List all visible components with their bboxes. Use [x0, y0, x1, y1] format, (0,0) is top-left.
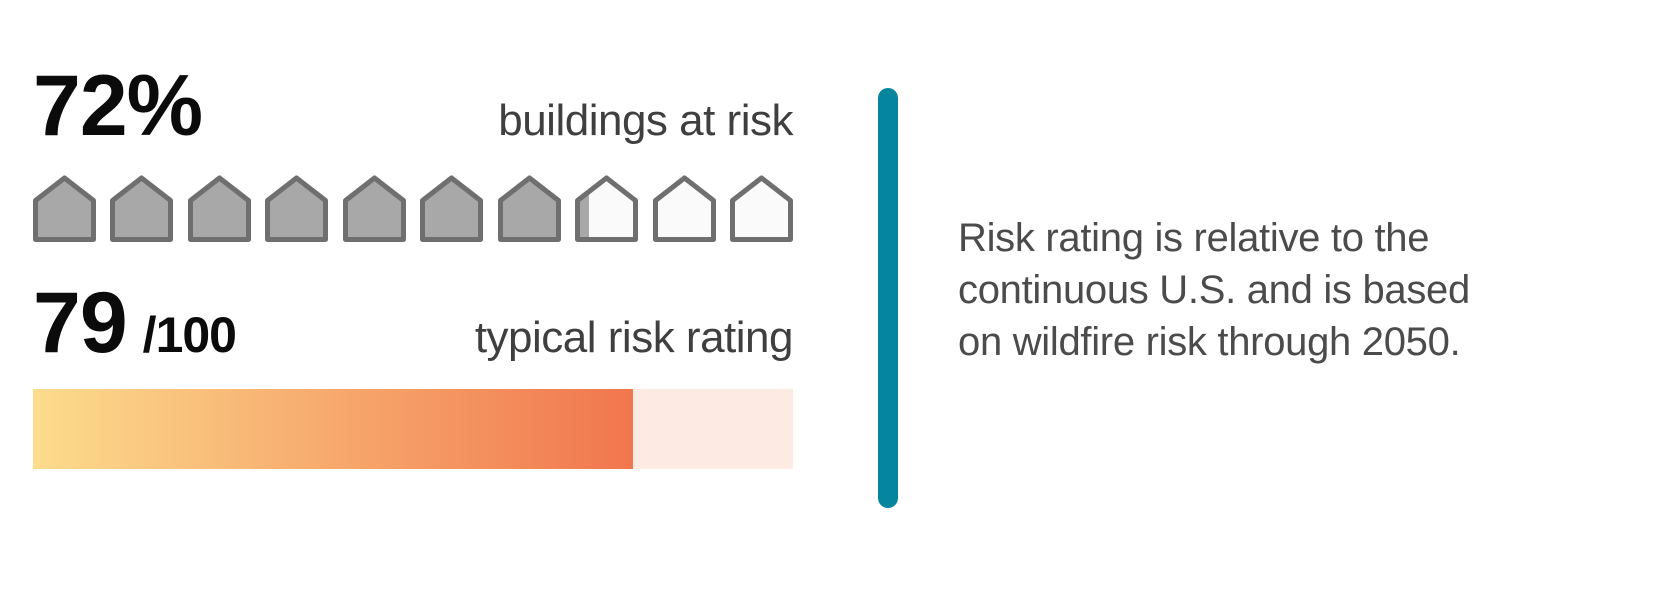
house-icon	[110, 175, 174, 242]
risk-note-line: on wildfire risk through 2050.	[958, 320, 1461, 364]
vertical-divider	[878, 88, 898, 508]
house-icon	[265, 175, 329, 242]
house-icon	[342, 175, 406, 242]
wildfire-risk-panel: 72% buildings at risk 79 /100 typical ri…	[33, 0, 794, 600]
risk-note: Risk rating is relative to the continuou…	[958, 212, 1470, 368]
buildings-percent-value: 72%	[33, 58, 203, 154]
risk-rating-bar-fill	[33, 389, 634, 469]
house-icon	[497, 175, 561, 242]
risk-rating-bar	[33, 389, 793, 469]
house-icon	[575, 175, 639, 242]
rating-stat-row: 79 /100 typical risk rating	[33, 273, 794, 373]
risk-note-line: continuous U.S. and is based	[958, 268, 1470, 312]
house-icon	[420, 175, 484, 242]
buildings-risk-house-icons	[33, 175, 793, 242]
rating-value: 79	[33, 275, 128, 371]
rating-label: typical risk rating	[474, 313, 794, 362]
house-icon	[652, 175, 716, 242]
rating-max: /100	[142, 307, 237, 363]
buildings-label: buildings at risk	[498, 96, 793, 145]
rating-value-group: 79 /100	[33, 273, 237, 373]
house-icon	[33, 175, 96, 242]
house-icon	[187, 175, 251, 242]
house-icon	[729, 175, 793, 242]
buildings-stat-row: 72% buildings at risk	[33, 56, 793, 156]
risk-note-line: Risk rating is relative to the	[958, 216, 1430, 260]
